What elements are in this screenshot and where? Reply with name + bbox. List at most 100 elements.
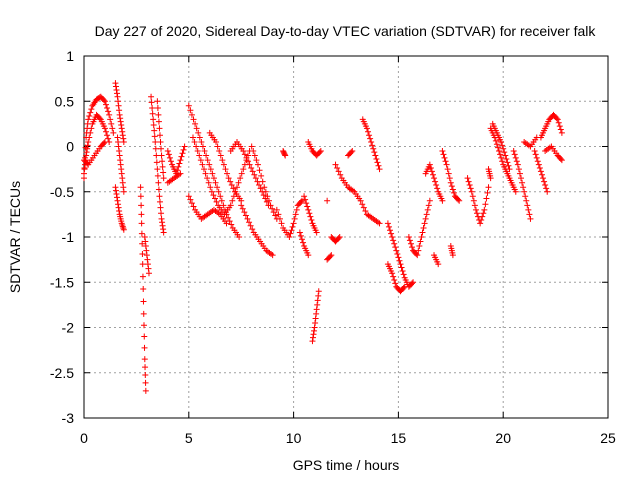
data-point: [448, 183, 455, 190]
data-point: [553, 115, 560, 122]
data-point: [525, 206, 532, 213]
data-point: [200, 166, 207, 173]
data-point: [158, 145, 165, 152]
data-point: [269, 252, 276, 259]
data-point: [423, 211, 430, 218]
data-point: [254, 178, 261, 185]
data-point: [442, 158, 449, 165]
data-point: [85, 138, 92, 145]
data-point: [392, 244, 399, 251]
data-point: [293, 206, 300, 213]
data-point: [313, 306, 320, 313]
data-point: [288, 227, 295, 234]
data-point: [369, 142, 376, 149]
data-point: [260, 192, 267, 199]
data-point: [272, 212, 279, 219]
data-point: [185, 193, 192, 200]
data-point: [296, 229, 303, 236]
data-point: [114, 134, 121, 141]
data-point: [251, 171, 258, 178]
data-point: [316, 149, 323, 156]
y-axis-label: SDTVAR / TECUs: [7, 181, 23, 293]
y-tick-labels: -3 -2.5 -2 -1.5 -1 -0.5 0 0.5 1: [50, 48, 74, 426]
data-point: [445, 170, 452, 177]
data-point: [291, 215, 298, 222]
data-point: [313, 310, 320, 317]
data-point: [114, 194, 121, 201]
data-point: [118, 122, 125, 129]
data-point: [328, 252, 335, 259]
data-point: [306, 210, 313, 217]
data-point: [515, 166, 522, 173]
data-point: [304, 203, 311, 210]
data-point: [431, 175, 438, 182]
data-point: [472, 206, 479, 213]
data-point: [526, 211, 533, 218]
data-point: [247, 222, 254, 229]
data-point: [156, 125, 163, 132]
data-point: [287, 230, 294, 237]
data-point: [248, 143, 255, 150]
data-point: [512, 154, 519, 161]
data-point: [253, 157, 260, 164]
data-point: [160, 175, 167, 182]
data-point: [259, 178, 266, 185]
data-point: [141, 234, 148, 240]
data-point: [556, 123, 563, 130]
data-point: [314, 297, 321, 304]
data-point: [190, 116, 197, 123]
data-point: [142, 243, 149, 250]
data-point: [254, 161, 261, 168]
data-point: [223, 220, 230, 227]
data-point: [409, 280, 416, 287]
data-point: [230, 185, 237, 192]
data-point: [139, 273, 146, 280]
data-point: [477, 220, 484, 227]
data-point: [251, 152, 258, 159]
data-point: [155, 111, 162, 118]
data-point: [156, 132, 163, 139]
data-point: [149, 105, 156, 112]
data-point: [120, 225, 127, 232]
data-point: [151, 127, 158, 134]
data-point: [207, 166, 214, 173]
grid-lines: [84, 56, 608, 418]
data-point: [314, 301, 321, 308]
data-point: [101, 138, 108, 145]
data-point: [195, 129, 202, 136]
data-point: [334, 164, 341, 171]
data-point: [390, 273, 397, 280]
data-point: [426, 197, 433, 204]
data-point: [142, 372, 149, 379]
data-point: [118, 125, 125, 132]
data-point: [414, 252, 421, 259]
data-point: [115, 98, 122, 105]
data-point: [455, 196, 462, 203]
data-point: [446, 175, 453, 182]
data-point: [180, 146, 187, 153]
data-point: [241, 151, 248, 158]
data-point: [368, 138, 375, 145]
data-point: [204, 175, 211, 182]
data-point: [159, 219, 166, 226]
data-point: [503, 155, 510, 162]
data-point: [558, 129, 565, 136]
plot-frame: [83, 55, 609, 419]
data-point: [116, 107, 123, 114]
data-point: [114, 90, 121, 97]
data-point: [505, 162, 512, 169]
data-point: [87, 129, 94, 136]
data-point: [84, 142, 91, 149]
data-point: [194, 148, 201, 155]
data-point: [188, 111, 195, 118]
data-point: [204, 157, 211, 164]
data-point: [236, 234, 243, 240]
data-point: [309, 334, 316, 341]
data-point: [244, 215, 251, 222]
data-point: [391, 240, 398, 247]
x-tick-label: 15: [391, 430, 407, 446]
data-point: [415, 247, 422, 254]
data-point: [450, 189, 457, 196]
data-point: [81, 166, 88, 173]
data-point: [435, 261, 442, 268]
